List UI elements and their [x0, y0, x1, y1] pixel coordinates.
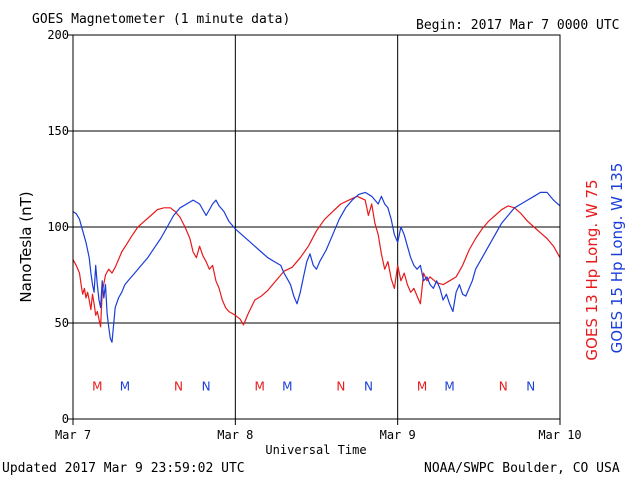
- chart-title: GOES Magnetometer (1 minute data): [32, 12, 290, 27]
- goes13-series-line: [72, 195, 561, 328]
- x-axis-title: Universal Time: [265, 443, 366, 457]
- y-tick-labels: 0 50 100 150 200: [47, 28, 69, 426]
- y-tick-label: 0: [62, 412, 69, 426]
- series-layer: [72, 191, 561, 343]
- x-tick-label: Mar 9: [380, 428, 416, 442]
- x-tick-label: Mar 8: [217, 428, 253, 442]
- updated-time: Updated 2017 Mar 9 23:59:02 UTC: [2, 461, 245, 476]
- legend-goes15: GOES 15 Hp Long. W 135: [608, 163, 626, 354]
- midnight-marker-goes15: M: [444, 379, 454, 393]
- y-tick-label: 100: [47, 220, 69, 234]
- x-tick-label: Mar 10: [538, 428, 581, 442]
- noon-marker-goes13: N: [174, 379, 183, 393]
- midnight-marker-goes13: M: [255, 379, 265, 393]
- noon-marker-goes15: N: [526, 379, 535, 393]
- noon-marker-goes15: N: [364, 379, 373, 393]
- y-tick-label: 50: [55, 316, 69, 330]
- y-axis-title: NanoTesla (nT): [17, 191, 35, 302]
- midnight-marker-goes15: M: [120, 379, 130, 393]
- noon-marker-goes15: N: [202, 379, 211, 393]
- legend-goes13: GOES 13 Hp Long. W 75: [583, 179, 601, 360]
- goes15-series-line: [72, 191, 561, 343]
- credit-text: NOAA/SWPC Boulder, CO USA: [424, 461, 620, 476]
- midnight-marker-goes15: M: [282, 379, 292, 393]
- noon-marker-goes13: N: [336, 379, 345, 393]
- begin-time: Begin: 2017 Mar 7 0000 UTC: [416, 18, 620, 33]
- y-tick-label: 200: [47, 28, 69, 42]
- plot-frame: [72, 34, 561, 420]
- x-tick-label: Mar 7: [55, 428, 91, 442]
- y-tick-label: 150: [47, 124, 69, 138]
- midnight-marker-goes13: M: [417, 379, 427, 393]
- grid-lines: [67, 34, 561, 425]
- midnight-marker-goes13: M: [92, 379, 102, 393]
- x-tick-labels: Mar 7 Mar 8 Mar 9 Mar 10: [55, 428, 582, 442]
- noon-marker-goes13: N: [499, 379, 508, 393]
